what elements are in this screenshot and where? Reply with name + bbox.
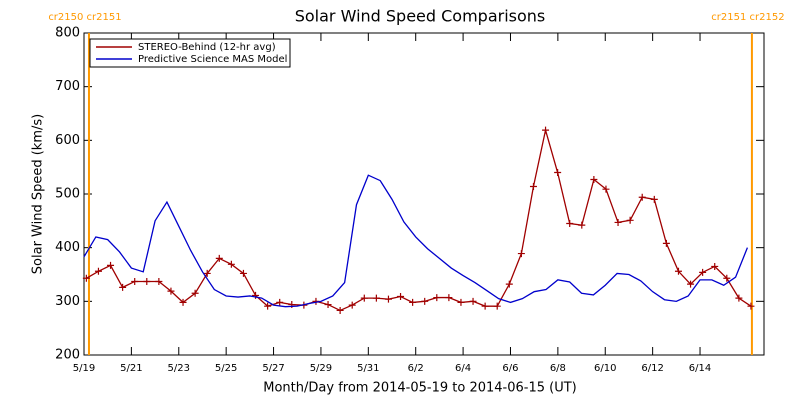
x-tick-label: 5/31: [357, 363, 379, 374]
data-point: [372, 294, 380, 302]
x-tick-label: 5/19: [73, 363, 95, 374]
data-point: [554, 169, 562, 177]
data-point: [687, 280, 695, 288]
y-tick-label: 300: [55, 294, 80, 309]
series-line: [83, 174, 749, 308]
data-point: [252, 291, 260, 299]
data-point: [215, 254, 223, 262]
data-point: [747, 302, 755, 310]
data-point: [699, 268, 707, 276]
y-tick-label: 800: [55, 26, 80, 41]
data-point: [155, 277, 163, 285]
data-point: [143, 277, 151, 285]
data-point: [227, 260, 235, 268]
x-tick-label: 6/10: [594, 363, 616, 374]
series-line: [86, 129, 752, 312]
data-point: [384, 295, 392, 303]
data-point: [179, 298, 187, 306]
legend-box: [89, 38, 291, 68]
x-tick-label: 5/27: [262, 363, 284, 374]
data-point: [421, 297, 429, 305]
data-point: [493, 302, 501, 310]
data-point: [264, 302, 272, 310]
x-tick-label: 6/4: [455, 363, 471, 374]
data-point: [505, 280, 513, 288]
data-point: [191, 289, 199, 297]
data-point: [529, 182, 537, 190]
data-point: [711, 262, 719, 270]
data-point: [602, 185, 610, 193]
data-point: [542, 126, 550, 134]
rotation-label: cr2151 cr2152: [711, 12, 784, 23]
x-axis-label: Month/Day from 2014-05-19 to 2014-06-15 …: [263, 381, 576, 396]
data-point: [662, 239, 670, 247]
data-point: [203, 269, 211, 277]
legend-label: STEREO-Behind (12-hr avg): [138, 42, 276, 53]
x-tick-label: 5/25: [215, 363, 237, 374]
data-point: [566, 220, 574, 228]
data-point: [674, 267, 682, 275]
chart-title: Solar Wind Speed Comparisons: [295, 7, 546, 26]
x-tick-label: 6/2: [408, 363, 424, 374]
plot-frame: [83, 32, 765, 356]
y-tick-label: 500: [55, 187, 80, 202]
legend-label: Predictive Science MAS Model: [138, 54, 287, 65]
rotation-label: cr2150 cr2151: [48, 12, 121, 23]
x-tick-label: 5/21: [120, 363, 142, 374]
data-point: [735, 294, 743, 302]
data-point: [626, 216, 634, 224]
data-point: [590, 176, 598, 184]
data-point: [469, 297, 477, 305]
y-tick-label: 400: [55, 240, 80, 255]
data-point: [119, 283, 127, 291]
data-point: [409, 298, 417, 306]
y-tick-label: 700: [55, 79, 80, 94]
y-tick-label: 200: [55, 348, 80, 363]
x-tick-label: 6/6: [502, 363, 518, 374]
x-tick-label: 6/12: [641, 363, 663, 374]
data-point: [107, 261, 115, 269]
x-tick-label: 5/29: [310, 363, 332, 374]
data-point: [324, 301, 332, 309]
y-axis-label: Solar Wind Speed (km/s): [31, 114, 46, 274]
data-point: [276, 298, 284, 306]
data-point: [578, 221, 586, 229]
data-point: [131, 277, 139, 285]
data-point: [433, 294, 441, 302]
y-tick-label: 600: [55, 133, 80, 148]
data-point: [94, 267, 102, 275]
data-point: [397, 293, 405, 301]
x-tick-label: 6/14: [689, 363, 711, 374]
data-point: [82, 274, 90, 282]
data-point: [638, 193, 646, 201]
data-point: [614, 218, 622, 226]
data-point: [167, 287, 175, 295]
data-point: [239, 269, 247, 277]
data-point: [457, 298, 465, 306]
data-point: [445, 294, 453, 302]
x-tick-label: 5/23: [168, 363, 190, 374]
data-point: [360, 294, 368, 302]
x-tick-label: 6/8: [550, 363, 566, 374]
data-point: [336, 306, 344, 314]
data-point: [650, 195, 658, 203]
data-point: [481, 302, 489, 310]
data-point: [723, 274, 731, 282]
data-point: [348, 301, 356, 309]
data-point: [517, 250, 525, 258]
